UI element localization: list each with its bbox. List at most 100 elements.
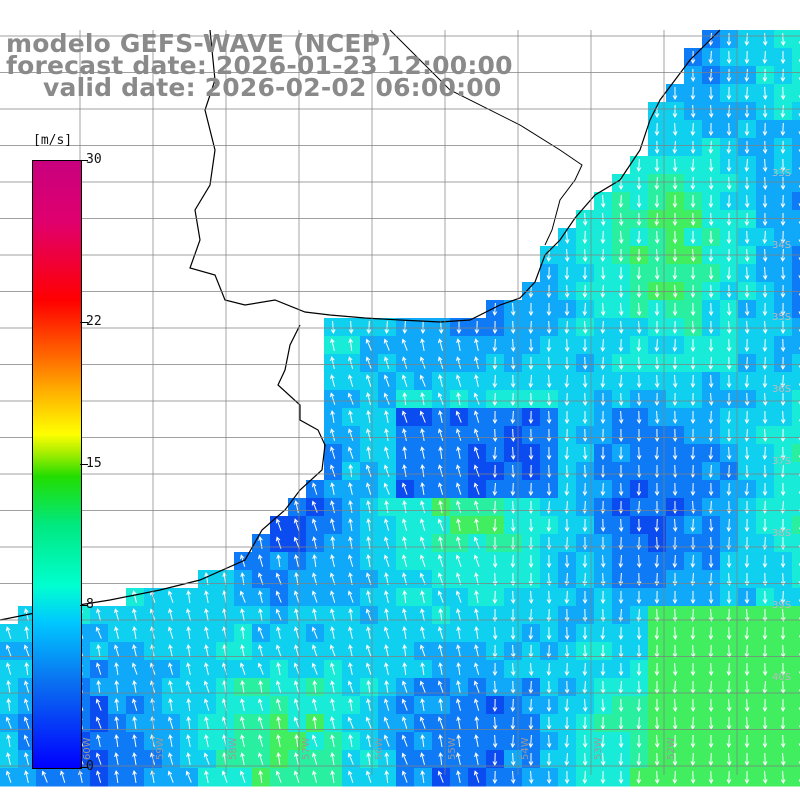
wind-arrow xyxy=(726,392,732,407)
wind-arrow xyxy=(330,680,335,693)
wind-arrow xyxy=(762,554,768,569)
wind-arrow xyxy=(420,698,425,711)
wind-arrow xyxy=(384,446,390,459)
wind-arrow xyxy=(473,392,480,405)
wind-arrow xyxy=(402,500,407,514)
wind-arrow xyxy=(293,626,300,639)
wind-cell xyxy=(792,354,800,373)
wind-arrow xyxy=(618,320,624,335)
wind-arrow xyxy=(24,752,29,765)
wind-arrow xyxy=(492,752,498,767)
lat-label: 35S xyxy=(772,312,791,323)
wind-arrow xyxy=(744,266,750,281)
wind-arrow xyxy=(654,752,660,767)
wind-arrow xyxy=(275,770,282,783)
wind-arrow xyxy=(600,194,606,209)
wind-arrow xyxy=(473,662,480,675)
wind-arrow xyxy=(456,644,461,657)
wind-arrow xyxy=(726,518,732,533)
wind-arrow xyxy=(546,374,552,389)
wind-arrow xyxy=(762,518,768,533)
wind-arrow xyxy=(41,770,48,783)
wind-arrow xyxy=(528,482,534,497)
lon-label: 56W xyxy=(374,737,385,760)
wind-arrow xyxy=(347,680,354,693)
wind-arrow xyxy=(420,752,426,765)
wind-arrow xyxy=(510,338,516,353)
wind-arrow xyxy=(744,104,750,119)
wind-arrow xyxy=(672,752,678,767)
wind-arrow xyxy=(726,410,732,425)
wind-arrow xyxy=(168,644,173,657)
wind-arrow xyxy=(275,572,282,585)
wind-arrow xyxy=(330,554,335,567)
wind-arrow xyxy=(186,734,191,747)
wind-arrow xyxy=(726,662,732,677)
wind-arrow xyxy=(528,608,534,623)
wind-arrow xyxy=(186,590,191,604)
wind-arrow xyxy=(564,644,570,659)
wind-arrow xyxy=(654,644,660,659)
wind-arrow xyxy=(384,751,390,766)
wind-arrow xyxy=(168,680,173,693)
wind-arrow xyxy=(744,284,750,299)
wind-arrow xyxy=(456,392,461,406)
wind-arrow xyxy=(654,734,660,749)
wind-arrow xyxy=(510,734,516,749)
wind-arrow xyxy=(437,518,444,531)
wind-arrow xyxy=(204,644,209,657)
wind-arrow xyxy=(348,320,354,335)
wind-arrow xyxy=(600,446,606,461)
wind-cell xyxy=(792,66,800,85)
wind-arrow xyxy=(726,572,732,587)
wind-arrow xyxy=(672,716,678,731)
wind-arrow xyxy=(546,734,552,749)
wind-arrow xyxy=(708,590,714,605)
wind-arrow xyxy=(654,356,660,371)
wind-arrow xyxy=(204,662,209,675)
wind-arrow xyxy=(312,554,317,568)
wind-arrow xyxy=(276,554,281,568)
wind-arrow xyxy=(492,356,498,371)
wind-arrow xyxy=(780,644,786,659)
wind-arrow xyxy=(744,140,750,155)
wind-arrow xyxy=(636,590,642,605)
wind-arrow xyxy=(330,518,335,531)
wind-arrow xyxy=(293,662,300,675)
wind-arrow xyxy=(618,194,624,209)
wind-arrow xyxy=(365,608,372,621)
wind-arrow xyxy=(347,392,354,405)
wind-arrow xyxy=(293,770,300,783)
wind-arrow xyxy=(600,338,606,353)
wind-arrow xyxy=(600,482,606,497)
wind-arrow xyxy=(762,122,768,137)
colorbar-tick-label: 0 xyxy=(86,759,94,774)
wind-arrow xyxy=(546,356,552,371)
wind-cell xyxy=(792,552,800,571)
wind-arrow xyxy=(618,392,624,407)
wind-arrow xyxy=(492,410,498,425)
wind-arrow xyxy=(330,428,336,441)
wind-arrow xyxy=(672,212,678,227)
wind-arrow xyxy=(744,734,750,749)
wind-arrow xyxy=(762,752,768,767)
wind-arrow xyxy=(59,770,66,783)
wind-arrow xyxy=(744,212,750,227)
wind-arrow xyxy=(708,662,714,677)
wind-arrow xyxy=(618,482,624,497)
wind-arrow xyxy=(329,464,336,477)
wind-arrow xyxy=(510,626,516,641)
wind-arrow xyxy=(420,734,425,748)
wind-arrow xyxy=(582,662,588,677)
wind-arrow xyxy=(600,518,606,533)
wind-arrow xyxy=(636,374,642,389)
lower-coastline xyxy=(0,324,326,621)
wind-arrow xyxy=(366,590,371,603)
wind-arrow xyxy=(708,320,714,335)
wind-arrow xyxy=(780,662,786,677)
wind-arrow xyxy=(240,680,245,694)
wind-arrow xyxy=(726,176,732,191)
wind-arrows xyxy=(5,32,800,785)
wind-arrow xyxy=(474,320,480,335)
